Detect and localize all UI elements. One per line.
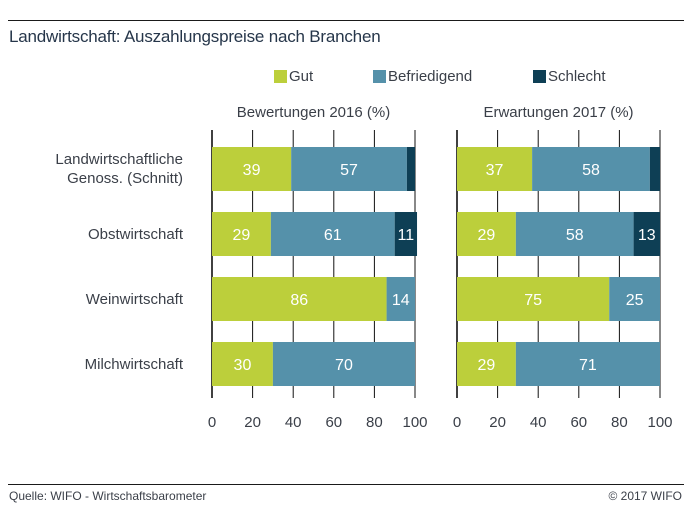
panel-title-2017: Erwartungen 2017 (%) [483, 104, 634, 121]
data-label: 14 [392, 292, 410, 309]
data-label: 86 [290, 292, 308, 309]
legend-item-gut: Gut [274, 68, 313, 85]
bar-segment-gut [457, 147, 533, 191]
legend-item-schlecht: Schlecht [533, 68, 606, 85]
x-tick-label: 0 [453, 414, 461, 431]
bar-segment-gut [457, 342, 516, 386]
bar-segment-gut [457, 277, 610, 321]
legend-swatch-schlecht-icon [533, 70, 546, 83]
x-tick-label: 60 [570, 414, 587, 431]
data-label: 39 [243, 162, 261, 179]
bar-segment-schlecht [649, 147, 660, 191]
category-label-line: Landwirtschaftliche [55, 151, 183, 168]
data-label: 37 [486, 162, 504, 179]
bar-segment-befriedigend [291, 147, 407, 191]
data-label: 58 [566, 227, 584, 244]
bar-segment-befriedigend [515, 342, 660, 386]
category-label: Weinwirtschaft [86, 290, 183, 309]
bar-segment-schlecht [394, 212, 418, 256]
source-note: Quelle: WIFO - Wirtschaftsbarometer [9, 489, 207, 503]
bottom-divider [8, 484, 684, 485]
category-label: Obstwirtschaft [88, 225, 183, 244]
legend-swatch-gut-icon [274, 70, 287, 83]
x-tick-label: 20 [489, 414, 506, 431]
category-label-line: Weinwirtschaft [85, 290, 183, 308]
x-tick-label: 20 [244, 414, 261, 431]
legend-label-befriedigend: Befriedigend [388, 68, 473, 85]
data-label: 58 [582, 162, 600, 179]
bar-segment-gut [212, 147, 292, 191]
data-label: 25 [626, 292, 644, 309]
x-tick-label: 40 [530, 414, 547, 431]
x-tick-label: 80 [366, 414, 383, 431]
data-label: 13 [638, 227, 656, 244]
data-label: 70 [335, 357, 353, 374]
category-label-line: Genoss. (Schnitt) [67, 170, 183, 187]
chart-title: Landwirtschaft: Auszahlungspreise nach B… [9, 27, 381, 46]
data-label: 30 [234, 357, 252, 374]
data-label: 57 [340, 162, 358, 179]
bar-segment-schlecht [406, 147, 415, 191]
x-tick-label: 60 [325, 414, 342, 431]
x-tick-label: 0 [208, 414, 216, 431]
legend-label-schlecht: Schlecht [548, 68, 606, 85]
x-tick-label: 40 [285, 414, 302, 431]
data-label: 29 [478, 357, 496, 374]
data-label: 71 [579, 357, 597, 374]
category-label-line: Obstwirtschaft [87, 225, 183, 243]
bar-segment-gut [212, 342, 273, 386]
category-label-line: Milchwirtschaft [84, 355, 183, 373]
bar-segment-befriedigend [515, 212, 634, 256]
x-tick-label: 100 [402, 414, 427, 431]
x-tick-label: 100 [647, 414, 672, 431]
category-label: Landwirtschaftliche Genoss. (Schnitt) [55, 150, 183, 188]
top-divider [8, 20, 684, 21]
panel-title-2016: Bewertungen 2016 (%) [236, 104, 391, 121]
bar-segment-schlecht [633, 212, 660, 256]
data-label: 29 [233, 227, 251, 244]
data-label: 11 [398, 227, 415, 244]
data-label: 61 [324, 227, 342, 244]
legend-label-gut: Gut [289, 68, 314, 85]
bar-segment-befriedigend [270, 212, 395, 256]
bar-segment-gut [457, 212, 516, 256]
data-label: 75 [524, 292, 542, 309]
copyright-note: © 2017 WIFO [608, 489, 682, 503]
bar-segment-befriedigend [272, 342, 415, 386]
data-label: 29 [478, 227, 496, 244]
bar-segment-gut [212, 212, 271, 256]
legend-swatch-befriedigend-icon [373, 70, 386, 83]
category-label: Milchwirtschaft [85, 355, 183, 374]
x-tick-label: 80 [611, 414, 628, 431]
bar-segment-befriedigend [532, 147, 650, 191]
bar-segment-befriedigend [609, 277, 660, 321]
legend-item-befriedigend: Befriedigend [373, 68, 472, 85]
bar-segment-gut [212, 277, 387, 321]
bar-segment-befriedigend [386, 277, 415, 321]
